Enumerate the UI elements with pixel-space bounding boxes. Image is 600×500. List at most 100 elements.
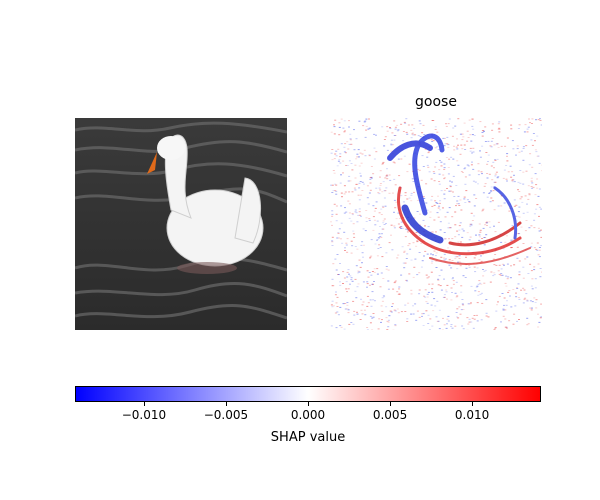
shap-pixel bbox=[460, 209, 463, 211]
shap-pixel bbox=[516, 288, 519, 289]
shap-pixel bbox=[443, 168, 446, 170]
shap-pixel bbox=[443, 253, 446, 255]
shap-pixel bbox=[498, 128, 501, 130]
shap-pixel bbox=[397, 293, 400, 295]
shap-pixel bbox=[443, 145, 446, 147]
shap-pixel bbox=[440, 269, 443, 271]
shap-pixel bbox=[485, 299, 488, 301]
shap-pixel bbox=[346, 238, 349, 240]
shap-pixel bbox=[333, 203, 336, 205]
shap-pixel bbox=[386, 130, 389, 132]
shap-pixel bbox=[447, 222, 450, 224]
shap-pixel bbox=[462, 309, 465, 310]
shap-pixel bbox=[331, 149, 334, 150]
shap-pixel bbox=[466, 232, 469, 234]
shap-pixel bbox=[522, 147, 525, 149]
shap-pixel bbox=[358, 208, 361, 210]
shap-pixel bbox=[484, 183, 487, 185]
shap-pixel bbox=[536, 242, 539, 244]
shap-pixel bbox=[533, 219, 536, 221]
shap-pixel bbox=[497, 147, 500, 148]
shap-pixel bbox=[538, 247, 541, 248]
shap-pixel bbox=[492, 190, 495, 192]
shap-pixel bbox=[473, 315, 476, 316]
shap-pixel bbox=[361, 313, 364, 315]
shap-pixel bbox=[372, 313, 375, 314]
shap-pixel bbox=[519, 182, 522, 184]
shap-pixel bbox=[336, 306, 339, 307]
colorbar-tick bbox=[143, 402, 145, 406]
shap-pixel bbox=[522, 146, 525, 148]
shap-pixel bbox=[366, 295, 369, 297]
shap-pixel bbox=[451, 278, 454, 280]
shap-pixel bbox=[502, 248, 505, 250]
shap-pixel bbox=[461, 133, 464, 135]
shap-pixel bbox=[490, 140, 493, 142]
shap-pixel bbox=[469, 225, 472, 227]
shap-pixel bbox=[386, 168, 388, 170]
shap-pixel bbox=[532, 186, 535, 188]
shap-pixel bbox=[412, 276, 415, 278]
shap-pixel bbox=[516, 246, 519, 248]
shap-pixel bbox=[418, 289, 421, 291]
original-image-panel bbox=[75, 118, 287, 330]
shap-pixel bbox=[471, 125, 474, 127]
shap-pixel bbox=[530, 285, 533, 287]
shap-pixel bbox=[370, 239, 373, 241]
shap-pixel bbox=[512, 181, 515, 183]
shap-pixel bbox=[355, 158, 358, 160]
shap-pixel bbox=[381, 233, 383, 235]
shap-pixel bbox=[539, 276, 542, 278]
colorbar-tick bbox=[390, 402, 392, 406]
shap-pixel bbox=[446, 298, 448, 300]
shap-pixel bbox=[375, 201, 378, 203]
shap-pixel bbox=[446, 136, 449, 138]
shap-pixel bbox=[483, 270, 486, 272]
shap-pixel bbox=[352, 223, 355, 225]
shap-pixel bbox=[484, 126, 487, 128]
shap-pixel bbox=[480, 255, 482, 257]
shap-pixel bbox=[463, 168, 466, 170]
shap-pixel bbox=[429, 318, 432, 320]
shap-pixel bbox=[459, 222, 462, 224]
shap-pixel bbox=[339, 281, 341, 283]
shap-pixel bbox=[339, 156, 342, 158]
shap-pixel bbox=[397, 129, 400, 131]
shap-pixel bbox=[446, 143, 449, 145]
shap-pixel bbox=[365, 118, 368, 120]
shap-pixel bbox=[354, 189, 357, 191]
shap-pixel bbox=[424, 225, 426, 227]
shap-pixel bbox=[421, 260, 424, 262]
shap-pixel bbox=[482, 253, 484, 255]
shap-pixel bbox=[446, 284, 449, 286]
shap-pixel bbox=[380, 305, 383, 307]
shap-pixel bbox=[535, 119, 537, 121]
shap-pixel bbox=[448, 118, 451, 120]
shap-pixel bbox=[342, 283, 344, 284]
shap-pixel bbox=[480, 319, 483, 321]
shap-pixel bbox=[457, 118, 460, 120]
shap-pixel bbox=[372, 229, 375, 231]
shap-pixel bbox=[344, 250, 346, 251]
shap-pixel bbox=[518, 298, 521, 300]
shap-pixel bbox=[444, 143, 447, 145]
shap-pixel bbox=[390, 234, 392, 236]
shap-pixel bbox=[485, 234, 488, 236]
shap-pixel bbox=[415, 319, 418, 321]
shap-pixel bbox=[494, 181, 497, 183]
shap-pixel bbox=[368, 155, 371, 157]
shap-pixel bbox=[520, 226, 523, 228]
shap-pixel bbox=[502, 315, 505, 317]
shap-pixel bbox=[405, 258, 408, 259]
shap-pixel bbox=[482, 275, 485, 277]
shap-pixel bbox=[518, 271, 521, 273]
shap-pixel bbox=[388, 242, 391, 244]
shap-pixel bbox=[400, 274, 403, 276]
shap-pixel bbox=[426, 164, 429, 166]
shap-pixel bbox=[353, 149, 356, 151]
shap-pixel bbox=[383, 218, 386, 220]
shap-pixel bbox=[471, 118, 473, 120]
shap-pixel bbox=[493, 181, 496, 183]
shap-pixel bbox=[427, 152, 430, 154]
shap-pixel bbox=[486, 196, 489, 198]
